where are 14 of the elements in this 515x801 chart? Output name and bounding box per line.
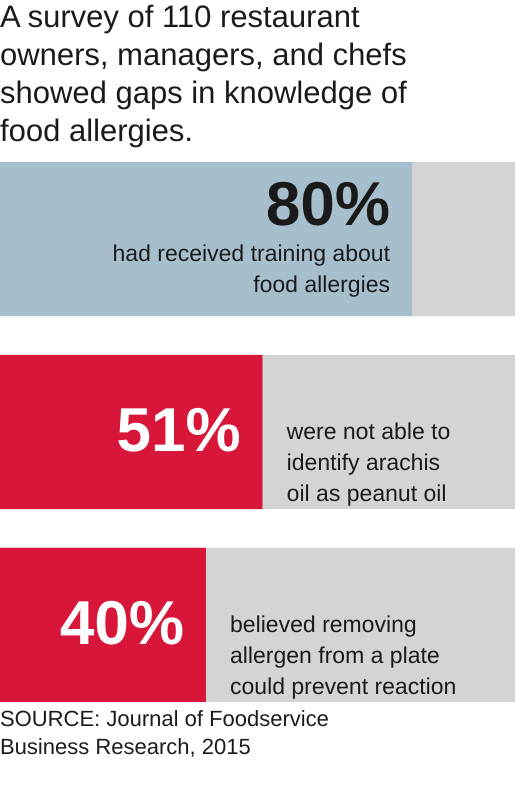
bar	[412, 162, 515, 316]
bar	[0, 548, 206, 702]
data-label: 80%	[266, 170, 390, 240]
bar	[0, 162, 412, 316]
chart-title: A survey of 110 restaurant owners, managers, and chefs showed gaps in knowledge of food allergies.	[0, 0, 408, 148]
y-tick-label: had received training about food allergies	[112, 240, 391, 298]
data-label: 51%	[116, 396, 241, 465]
bar	[206, 548, 515, 702]
bar	[0, 354, 263, 510]
bar	[262, 354, 515, 510]
data-label: 40%	[60, 588, 184, 658]
annotation: SOURCE: Journal of Foodservice Business Research, 2015	[0, 706, 329, 759]
y-tick-label: were not able to identify arachis oil as peanut oil	[286, 418, 450, 506]
y-tick-label: believed removing allergen from a plate could prevent reaction	[230, 610, 456, 699]
